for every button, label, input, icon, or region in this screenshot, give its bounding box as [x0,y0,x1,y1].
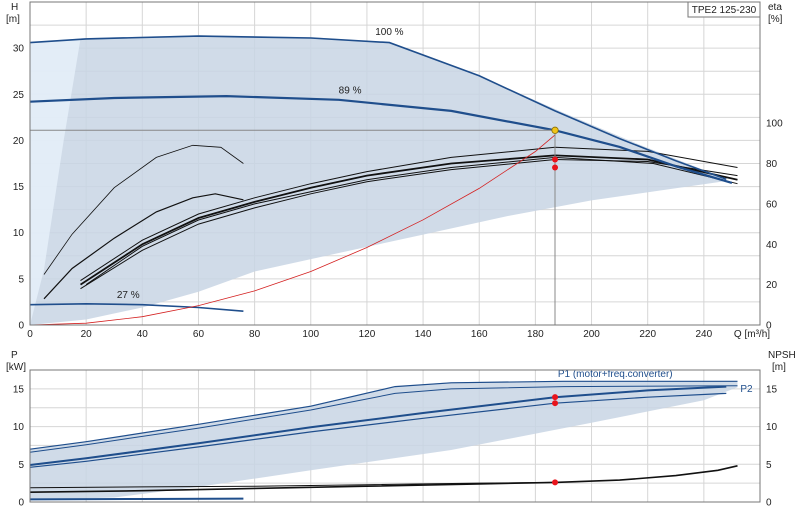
power-curve [29,380,738,450]
x-tick-label: 240 [696,329,713,340]
npsh-point-marker [552,479,559,486]
speed-label: 100 % [375,27,403,38]
y-tick-label: 10 [13,422,25,433]
efficiency-point-marker [552,156,559,163]
y2-axis-label: NPSH [768,350,796,361]
y2-tick-label: 20 [766,280,778,291]
y2-tick-label: 60 [766,199,778,210]
x-tick-label: 140 [415,329,432,340]
y-tick-label: 20 [13,136,25,147]
plot-frame [29,1,761,326]
head-curve [29,302,244,312]
power-curve [29,481,556,489]
y-tick-label: 5 [18,460,24,471]
x-tick-label: 80 [249,329,261,340]
y-tick-label: 15 [13,182,25,193]
power-point-marker [552,394,559,401]
y2-axis-unit: [m] [772,362,786,373]
power-curve [29,392,727,468]
plot-frame [29,369,761,503]
efficiency-curve [85,156,738,286]
x-tick-label: 200 [583,329,600,340]
efficiency-point-marker [552,164,559,171]
y-axis-label: P [11,350,18,361]
head-curve [29,94,733,184]
y2-axis-label: eta [768,2,782,13]
head-curve [29,35,727,180]
power-curve [29,385,727,466]
y2-tick-label: 80 [766,159,778,170]
head-flow-chart: 100 %89 %27 %0 20 40 60 80 100 120 140 160 180 200… [6,1,783,340]
y-axis-unit: [m] [6,14,20,25]
y-axis-label: H [11,2,18,13]
chart-title: TPE2 125-230 [692,5,757,16]
x-tick-label: 20 [81,329,93,340]
head-curve [29,134,556,326]
y2-axis-unit: [%] [768,14,783,25]
x-tick-label: 120 [359,329,376,340]
power-point-marker [552,400,559,407]
power-curve [29,385,738,453]
low-flow-area [30,38,81,326]
series-label: P2 [740,384,753,395]
title-frame [687,1,761,18]
efficiency-curve [80,154,738,286]
x-tick-label: 220 [639,329,656,340]
y2-tick-label: 0 [766,321,772,332]
x-axis-label: Q [m³/h] [734,329,770,340]
efficiency-curve [80,146,738,282]
series-label: P1 (motor+freq.converter) [558,369,673,380]
efficiency-curve [43,144,244,275]
y2-tick-label: 5 [766,460,772,471]
y2-tick-label: 10 [766,422,778,433]
y-tick-label: 10 [13,228,25,239]
efficiency-curve [43,193,244,300]
power-npsh-chart: P1 (motor+freq.converter) P2 0 5 10 15 0 5 10 15 P… [6,350,796,509]
power-curve [29,497,244,501]
x-tick-label: 60 [193,329,205,340]
x-tick-label: 100 [302,329,319,340]
y-tick-label: 15 [13,384,25,395]
y-tick-label: 0 [18,498,24,509]
y2-tick-label: 100 [766,119,783,130]
title-box: TPE2 125-230 [687,1,761,18]
y-tick-label: 0 [18,321,24,332]
x-tick-label: 0 [27,329,33,340]
operating-area [30,381,738,500]
y-axis-unit: [kW] [6,362,26,373]
x-tick-label: 180 [527,329,544,340]
speed-label: 27 % [117,290,140,301]
y-tick-label: 25 [13,90,25,101]
duty-point-marker [551,126,559,134]
y-tick-label: 30 [13,44,25,55]
speed-label: 89 % [339,85,362,96]
y2-tick-label: 40 [766,240,778,251]
y2-tick-label: 15 [766,384,778,395]
x-tick-label: 160 [471,329,488,340]
y-tick-label: 5 [18,274,24,285]
y2-tick-label: 0 [766,498,772,509]
x-tick-label: 40 [137,329,149,340]
